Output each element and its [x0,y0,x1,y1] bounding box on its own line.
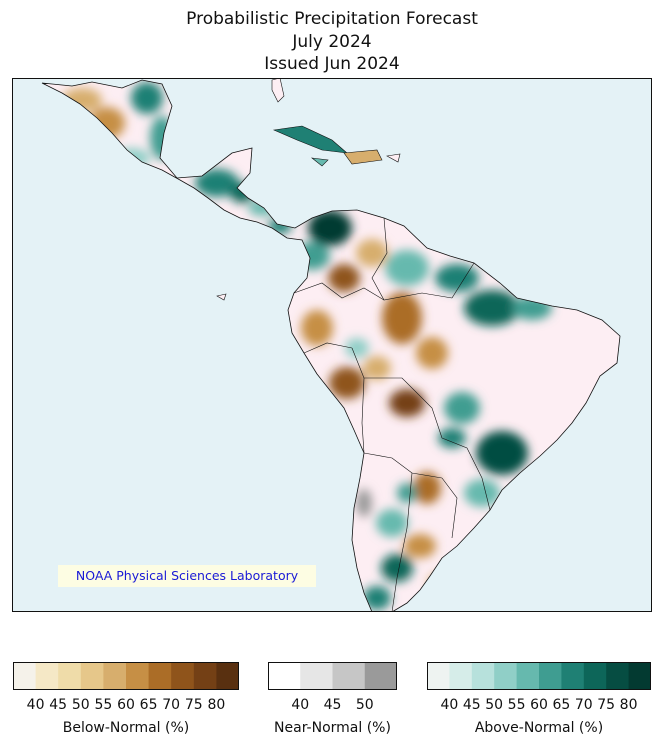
above-tick-label: 80 [619,697,638,713]
above-normal-swatch [471,662,495,690]
country-borders [293,217,491,612]
below-tick-label: 75 [184,697,203,713]
below-normal-swatch [35,662,59,690]
below-normal-swatch [193,662,217,690]
below-normal-swatch [80,662,104,690]
above-tick-label: 50 [485,697,504,713]
map-title: Probabilistic Precipitation Forecast [186,9,478,29]
above-normal-swatch [539,662,562,690]
above-normal-swatch [561,662,585,690]
above-normal-swatch [628,662,651,690]
above-tick-label: 70 [574,697,593,713]
probability-field [62,82,552,610]
legend-near-normal [268,662,397,690]
below-normal-swatch [148,662,172,690]
below-normal-swatch [126,662,150,690]
below-normal-swatch [58,662,82,690]
caribbean-islands [216,125,401,301]
above-tick-label: 45 [462,697,481,713]
below-tick-label: 50 [71,697,90,713]
above-tick-label: 75 [597,697,616,713]
near-normal-label: Near-Normal (%) [274,720,391,736]
below-tick-label: 60 [117,697,135,713]
below-tick-label: 80 [207,697,226,713]
above-normal-swatch [583,662,607,690]
below-normal-swatch [13,662,37,690]
above-tick-label: 40 [440,697,459,713]
near-normal-swatch [268,662,301,690]
legend-below-normal [13,662,239,690]
above-normal-swatch [494,662,518,690]
forecast-map [12,78,652,612]
near-normal-swatch [364,662,397,690]
above-normal-label: Above-Normal (%) [474,720,604,736]
near-tick-label: 50 [355,697,374,713]
near-tick-label: 45 [323,697,342,713]
map-frame [12,78,652,612]
land [42,80,620,612]
forecast-month: July 2024 [292,32,372,52]
below-normal-swatch [216,662,239,690]
above-normal-swatch [516,662,540,690]
credit-label: NOAA Physical Sciences Laboratory [58,565,316,587]
below-tick-label: 40 [26,697,45,713]
near-tick-label: 40 [291,697,310,713]
below-tick-label: 55 [94,697,113,713]
above-tick-label: 60 [530,697,548,713]
above-tick-label: 55 [507,697,526,713]
legend-above-normal [427,662,651,690]
above-normal-swatch [606,662,630,690]
below-tick-label: 65 [139,697,158,713]
above-normal-swatch [427,662,450,690]
near-normal-swatch [300,662,333,690]
below-normal-label: Below-Normal (%) [62,720,190,736]
below-tick-label: 45 [49,697,68,713]
below-normal-swatch [103,662,127,690]
below-tick-label: 70 [162,697,181,713]
below-normal-swatch [171,662,195,690]
issued-date: Issued Jun 2024 [264,54,400,74]
near-normal-swatch [332,662,366,690]
above-normal-swatch [449,662,473,690]
above-tick-label: 65 [552,697,571,713]
